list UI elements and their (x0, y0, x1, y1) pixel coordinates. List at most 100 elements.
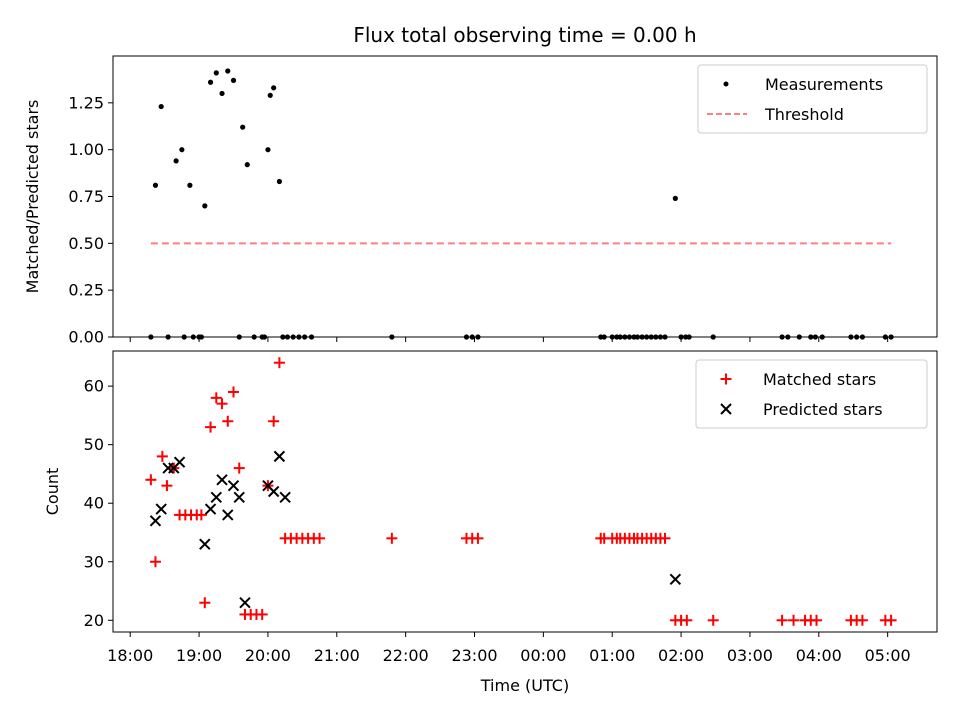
x-tick-label: 19:00 (176, 646, 222, 665)
predicted-point (204, 503, 217, 515)
measurement-point (244, 162, 250, 168)
cross-b (199, 538, 211, 550)
predicted-point (273, 450, 286, 463)
cross-b (149, 515, 162, 527)
x-tick-label: 01:00 (589, 646, 635, 665)
measurement-point (265, 147, 271, 153)
matched-point (216, 398, 228, 410)
measurement-point (267, 92, 273, 98)
measurement-point (179, 147, 185, 153)
y-tick-label: 40 (84, 494, 104, 513)
predicted-point (216, 474, 228, 486)
predicted-point (233, 491, 245, 504)
x-tick-label: 23:00 (451, 646, 497, 665)
cross-b (227, 479, 240, 492)
cross-b (273, 450, 286, 463)
matched-point (273, 357, 285, 369)
x-tick-label: 02:00 (658, 646, 704, 665)
measurement-point (672, 195, 678, 201)
matched-point (199, 597, 211, 609)
predicted-point (239, 597, 251, 609)
predicted-point (199, 538, 211, 550)
measurement-point (240, 124, 246, 130)
cross-b (173, 456, 186, 468)
matched-point (156, 450, 168, 462)
matched-point (195, 509, 207, 521)
bottom-legend-box (695, 359, 928, 429)
matched-point (776, 614, 788, 626)
measurement-point (225, 68, 231, 74)
matched-point (222, 415, 234, 427)
bottom-y-axis-label: Count (43, 468, 62, 516)
legend-threshold-label: Threshold (764, 105, 844, 124)
legend-matched-label: Matched stars (763, 370, 876, 389)
y-tick-label: 0.75 (68, 187, 104, 206)
measurement-point (152, 182, 159, 188)
matched-point (210, 392, 222, 404)
top-data-marks (148, 68, 894, 340)
predicted-point (227, 479, 240, 492)
measurement-point (271, 85, 277, 91)
legend-predicted-label: Predicted stars (763, 400, 883, 419)
top-y-ticks: 0.00 0.25 0.50 0.75 1.00 1.25 (68, 93, 113, 347)
predicted-point (222, 509, 234, 521)
matched-point (268, 415, 280, 427)
predicted-point (279, 491, 291, 504)
top-legend-box (697, 64, 928, 134)
cross-b (222, 509, 234, 521)
measurement-point (158, 103, 164, 110)
top-axes-frame (112, 55, 938, 338)
y-tick-label: 50 (84, 435, 104, 454)
matched-point (856, 614, 868, 626)
matched-point (681, 614, 693, 626)
x-tick-label: 21:00 (314, 646, 360, 665)
matched-point (472, 532, 484, 544)
matched-point (314, 532, 326, 544)
matched-point (228, 386, 240, 398)
measurement-point (207, 79, 214, 85)
matched-point (386, 532, 398, 544)
cross-b (216, 474, 228, 486)
predicted-point (173, 456, 186, 468)
predicted-point (149, 515, 162, 527)
chart-title: Flux total observing time = 0.00 h (353, 23, 696, 47)
top-x-ticks (129, 337, 889, 342)
x-tick-label: 04:00 (796, 646, 842, 665)
measurement-point (187, 182, 193, 188)
y-tick-label: 0.00 (68, 328, 104, 347)
legend-predicted-marker (720, 403, 732, 415)
matched-point (810, 614, 822, 626)
bottom-data-marks (145, 357, 897, 626)
measurement-point (276, 178, 283, 185)
matched-point (149, 556, 161, 568)
bottom-axes-frame (112, 350, 938, 633)
y-tick-label: 60 (84, 377, 104, 396)
top-legend: Measurements Threshold (697, 64, 928, 134)
matched-point (145, 474, 157, 486)
x-tick-label: 18:00 (107, 646, 153, 665)
matched-point (885, 614, 897, 626)
cross-b (669, 573, 682, 586)
predicted-point (155, 503, 167, 515)
y-tick-label: 30 (84, 552, 104, 571)
cross-b (204, 503, 217, 515)
bottom-x-ticks: 18:00 19:00 20:00 21:00 22:00 23:00 00:00 01:00… (107, 632, 911, 665)
cross-b (239, 597, 251, 609)
x-tick-label: 20:00 (245, 646, 291, 665)
measurement-point (173, 158, 179, 164)
top-y-axis-label: Matched/Predicted stars (23, 100, 42, 294)
legend-measurements-marker (723, 81, 729, 87)
y-tick-label: 0.25 (68, 281, 104, 300)
cross-b (279, 491, 291, 504)
matched-point (659, 532, 671, 544)
legend-measurements-label: Measurements (765, 75, 883, 94)
y-tick-label: 1.25 (68, 93, 104, 112)
cross-b (155, 503, 167, 515)
legend-cross (720, 403, 732, 415)
measurement-point (219, 90, 225, 97)
matched-point (233, 462, 245, 474)
predicted-point (669, 573, 682, 586)
cross-b (267, 485, 280, 498)
predicted-point (267, 485, 280, 498)
